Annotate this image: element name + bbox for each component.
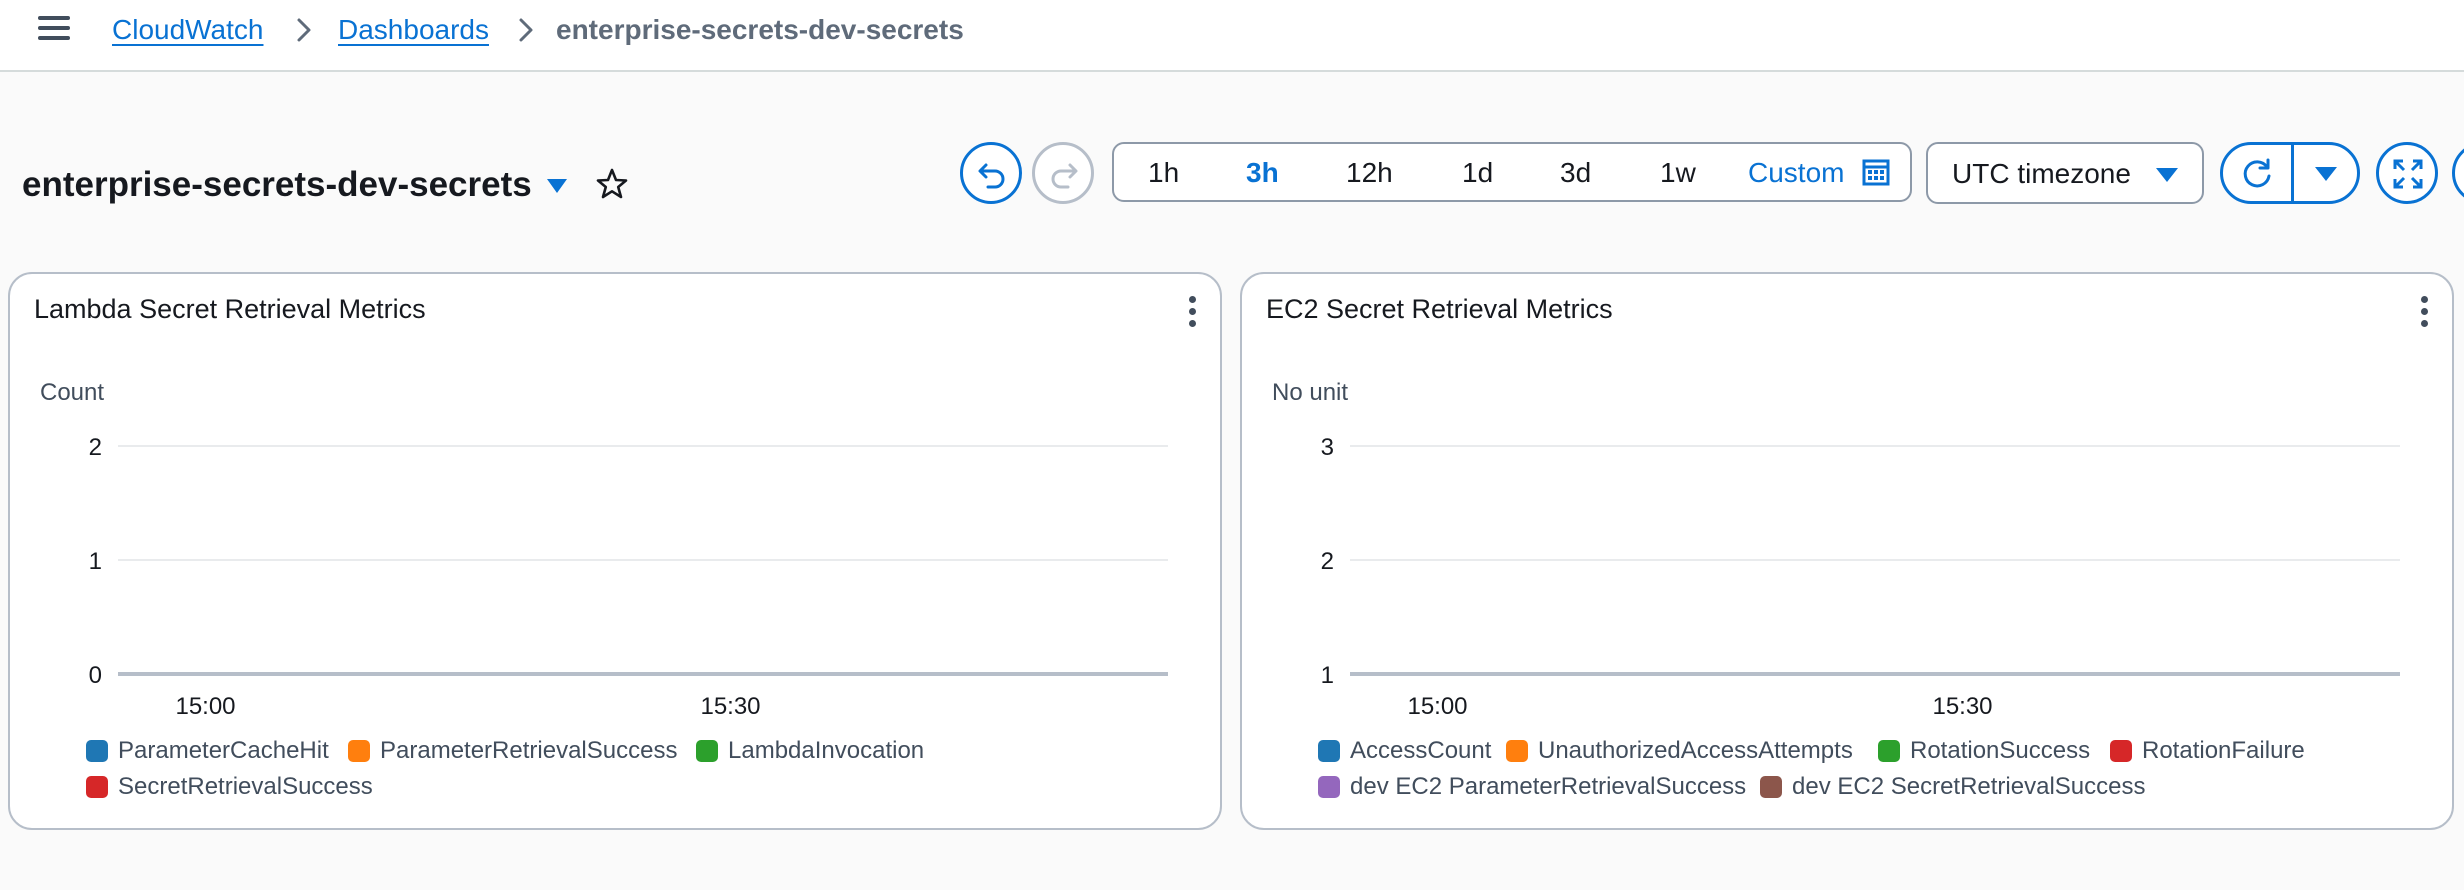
redo-icon <box>1051 163 1078 189</box>
widget-title: Lambda Secret Retrieval Metrics <box>34 294 426 324</box>
undo-button[interactable] <box>960 142 1022 204</box>
legend-swatch <box>348 740 370 762</box>
dashboard-menu-caret-icon[interactable] <box>545 177 569 195</box>
split-divider <box>2291 145 2294 201</box>
calendar-icon[interactable] <box>1862 158 1890 186</box>
x-tick-label: 15:30 <box>700 693 760 720</box>
caret-down-icon <box>2156 168 2178 182</box>
legend-item[interactable]: RotationSuccess <box>1878 736 2090 766</box>
legend-label: dev EC2 SecretRetrievalSuccess <box>1792 773 2146 800</box>
timezone-select[interactable]: UTC timezone <box>1926 142 2204 204</box>
legend-item[interactable]: dev EC2 SecretRetrievalSuccess <box>1760 772 2145 802</box>
time-range-3h[interactable]: 3h <box>1246 157 1279 188</box>
time-range-selector: 1h 3h 12h 1d 3d 1w Custom <box>1112 142 1912 202</box>
y-axis-unit-label: No unit <box>1272 379 1349 406</box>
widget-title: EC2 Secret Retrieval Metrics <box>1266 294 1613 324</box>
legend-item[interactable]: AccessCount <box>1318 736 1491 766</box>
legend-label: RotationFailure <box>2142 737 2305 764</box>
legend-item[interactable]: dev EC2 ParameterRetrievalSuccess <box>1318 772 1746 802</box>
fullscreen-button[interactable] <box>2376 142 2438 204</box>
legend-label: SecretRetrievalSuccess <box>118 773 373 800</box>
legend-swatch <box>86 740 108 762</box>
x-tick-label: 15:30 <box>1932 693 1992 720</box>
breadcrumb-separator-icon <box>519 18 533 42</box>
legend-swatch <box>1760 776 1782 798</box>
y-axis-unit-label: Count <box>40 379 105 406</box>
fullscreen-icon <box>2393 159 2423 189</box>
widget-actions-menu-icon[interactable] <box>2418 296 2430 332</box>
y-tick-label: 2 <box>1321 548 1334 575</box>
hamburger-menu-icon[interactable] <box>38 16 70 44</box>
redo-button[interactable] <box>1032 142 1094 204</box>
y-tick-label: 0 <box>89 662 102 689</box>
time-range-1w[interactable]: 1w <box>1660 157 1696 188</box>
breadcrumb-dashboards-link[interactable]: Dashboards <box>338 14 489 45</box>
x-tick-label: 15:00 <box>1407 693 1467 720</box>
time-range-1h[interactable]: 1h <box>1148 157 1180 188</box>
breadcrumb-separator-icon <box>297 18 311 42</box>
time-range-custom[interactable]: Custom <box>1748 157 1845 188</box>
legend-swatch <box>1506 740 1528 762</box>
legend-item[interactable]: ParameterCacheHit <box>86 736 329 766</box>
breadcrumb-cloudwatch-link[interactable]: CloudWatch <box>112 14 264 45</box>
legend-label: LambdaInvocation <box>728 737 925 764</box>
legend-item[interactable]: UnauthorizedAccessAttempts <box>1506 736 1853 766</box>
legend-label: ParameterCacheHit <box>118 737 329 764</box>
y-tick-label: 2 <box>89 434 102 461</box>
more-actions-button[interactable] <box>2452 142 2464 204</box>
legend-label: AccessCount <box>1350 737 1492 764</box>
breadcrumb-current-page: enterprise-secrets-dev-secrets <box>556 14 964 45</box>
legend-item[interactable]: ParameterRetrievalSuccess <box>348 736 677 766</box>
legend-label: RotationSuccess <box>1910 737 2091 764</box>
legend-item[interactable]: LambdaInvocation <box>696 736 924 766</box>
refresh-options-caret-icon[interactable] <box>2313 165 2339 183</box>
legend-swatch <box>1318 740 1340 762</box>
y-tick-label: 1 <box>1321 662 1334 689</box>
refresh-split-button <box>2220 142 2360 204</box>
legend-swatch <box>696 740 718 762</box>
time-range-12h[interactable]: 12h <box>1346 157 1393 188</box>
legend-swatch <box>2110 740 2132 762</box>
y-tick-label: 1 <box>89 548 102 575</box>
y-tick-label: 3 <box>1321 434 1334 461</box>
legend-label: UnauthorizedAccessAttempts <box>1538 737 1853 764</box>
time-range-3d[interactable]: 3d <box>1560 157 1592 188</box>
undo-icon <box>978 163 1005 189</box>
legend-label: ParameterRetrievalSuccess <box>380 737 678 764</box>
timezone-value: UTC timezone <box>1952 158 2131 189</box>
legend-label: dev EC2 ParameterRetrievalSuccess <box>1350 773 1747 800</box>
widget-actions-menu-icon[interactable] <box>1186 296 1198 332</box>
widget-ec2-secret-retrieval: EC2 Secret Retrieval Metrics No unit 1 2 3… <box>1240 272 2454 830</box>
x-tick-label: 15:00 <box>175 693 235 720</box>
legend-item[interactable]: SecretRetrievalSuccess <box>86 772 373 802</box>
widget-lambda-secret-retrieval: Lambda Secret Retrieval Metrics Count 0 1… <box>8 272 1222 830</box>
time-range-1d[interactable]: 1d <box>1462 157 1494 188</box>
legend-swatch <box>1318 776 1340 798</box>
legend-item[interactable]: RotationFailure <box>2110 736 2305 766</box>
favorite-star-icon[interactable] <box>594 166 630 202</box>
legend-swatch <box>86 776 108 798</box>
dashboard-title: enterprise-secrets-dev-secrets <box>22 165 532 204</box>
refresh-icon[interactable] <box>2240 157 2274 191</box>
legend-swatch <box>1878 740 1900 762</box>
top-navigation-bar: CloudWatch Dashboards enterprise-secrets… <box>0 0 2464 72</box>
